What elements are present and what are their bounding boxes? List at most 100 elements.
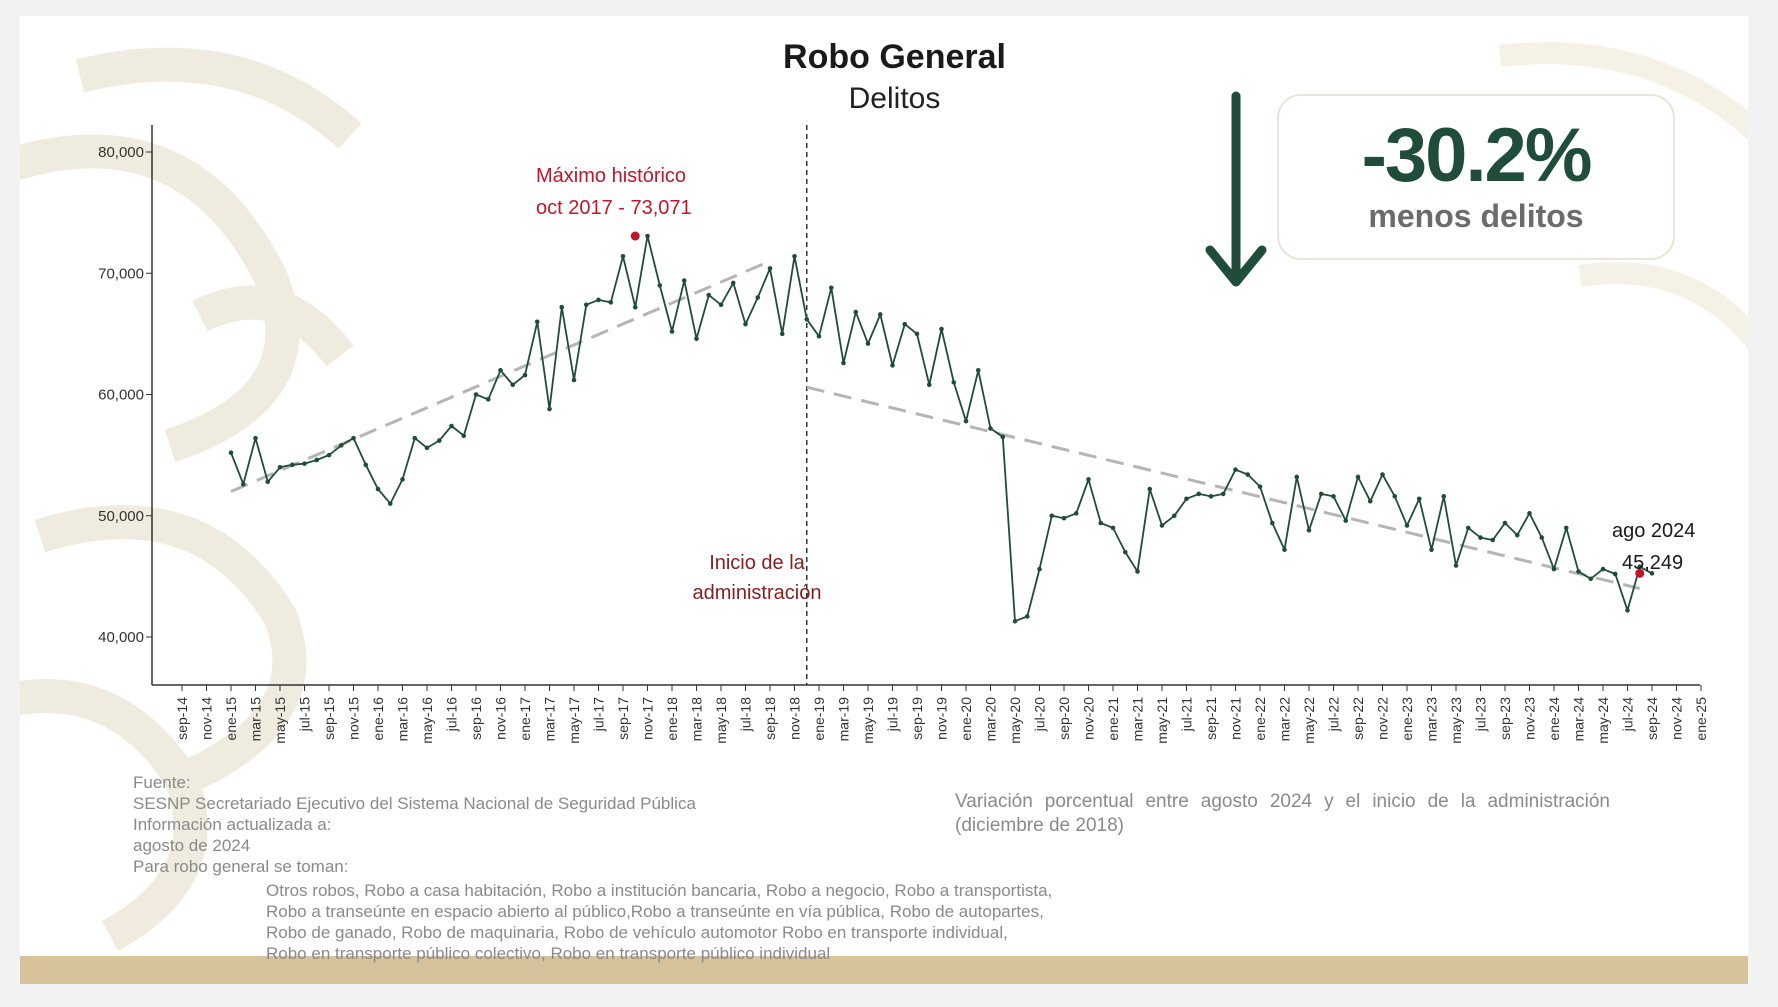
data-point (657, 283, 663, 288)
x-tick-label: jul-17 (591, 697, 607, 732)
x-tick-label: ene-15 (223, 697, 239, 741)
data-point (1147, 486, 1153, 492)
x-tick-label: ene-24 (1546, 697, 1562, 741)
data-point (1000, 434, 1006, 440)
max-annotation-line1: Máximo histórico (536, 165, 687, 187)
data-point (375, 486, 381, 492)
x-tick-label: sep-17 (615, 697, 631, 740)
x-tick-label: ene-16 (370, 697, 386, 741)
data-point (1429, 547, 1434, 552)
admin-annotation: Inicio de la administración (672, 548, 842, 608)
data-point (559, 304, 565, 310)
data-point (1135, 569, 1140, 574)
x-tick-label: sep-18 (762, 697, 778, 740)
crimes-line: Robo de ganado, Robo de maquinaria, Robo… (266, 923, 1008, 942)
admin-annotation-line1: Inicio de la (709, 552, 805, 574)
data-point (1404, 523, 1410, 528)
data-point (865, 341, 871, 346)
data-point (963, 418, 969, 424)
data-point (510, 382, 516, 388)
x-tick-label: mar-16 (395, 697, 411, 742)
data-point (939, 326, 944, 332)
data-point (620, 253, 626, 259)
x-tick-label: ene-18 (664, 697, 680, 741)
x-tick-label: jul-23 (1473, 697, 1489, 732)
data-point (681, 278, 687, 283)
x-tick-label: ene-17 (517, 697, 533, 741)
y-tick-label: 70,000 (98, 265, 144, 282)
x-tick-label: mar-15 (248, 697, 264, 742)
x-tick-label: nov-14 (199, 697, 215, 740)
x-tick-label: mar-23 (1424, 697, 1440, 742)
x-tick-label: mar-18 (689, 697, 705, 742)
data-point (1355, 474, 1361, 480)
data-point (547, 406, 552, 412)
data-point (1416, 496, 1422, 502)
data-point (828, 285, 834, 291)
data-point (951, 380, 957, 385)
chart-title: Robo General (783, 38, 1006, 76)
data-point (534, 319, 540, 325)
data-point (902, 321, 908, 327)
x-tick-label: nov-24 (1669, 697, 1685, 740)
data-point (326, 452, 332, 458)
data-point (400, 477, 405, 482)
x-tick-label: ene-19 (811, 697, 827, 741)
series-group (228, 231, 1655, 624)
x-tick-label: nov-18 (787, 697, 803, 740)
x-tick-label: may-17 (566, 697, 582, 744)
data-point (1318, 491, 1324, 497)
data-point (632, 304, 638, 310)
data-point (804, 317, 810, 322)
data-point (1563, 525, 1569, 531)
data-point (1049, 513, 1055, 519)
kpi-label: menos delitos (1368, 198, 1584, 234)
x-tick-label: nov-21 (1228, 697, 1244, 740)
data-point (669, 329, 675, 334)
data-point (302, 461, 307, 466)
data-point (473, 392, 479, 397)
data-point (975, 367, 981, 373)
data-point (1184, 496, 1189, 502)
data-point (1257, 484, 1263, 489)
data-point (1367, 498, 1373, 504)
data-point (1441, 494, 1447, 499)
footer-band (20, 956, 1748, 984)
data-point (914, 331, 920, 337)
data-point (265, 479, 271, 485)
background-pattern (20, 42, 1748, 951)
x-tick-label: jul-15 (297, 697, 313, 732)
y-tick-labels: 40,000 50,000 60,000 70,000 80,000 (98, 144, 152, 646)
data-point (1527, 511, 1532, 516)
data-point (743, 321, 748, 327)
x-tick-label: mar-17 (542, 697, 558, 742)
crimes-line: Robo en transporte público colectivo, Ro… (266, 944, 831, 963)
data-point (338, 443, 344, 448)
data-point (1110, 525, 1116, 531)
data-point (363, 462, 369, 468)
x-tick-label: jul-20 (1032, 697, 1048, 732)
data-point (1086, 477, 1091, 482)
x-tick-label: sep-16 (468, 697, 484, 740)
y-tick-label: 60,000 (98, 387, 144, 404)
x-tick-labels: sep-14 nov-14 ene-15 mar-15 may-15 jul-15 sep-… (174, 685, 1709, 744)
data-point (853, 309, 859, 315)
chart-subtitle: Delitos (848, 82, 941, 115)
x-tick-label: nov-15 (346, 697, 362, 740)
data-point (706, 292, 712, 298)
x-tick-label: ene-21 (1105, 697, 1121, 741)
x-tick-label: sep-20 (1056, 697, 1072, 740)
x-tick-label: may-19 (860, 697, 876, 744)
x-tick-label: jul-22 (1326, 697, 1342, 732)
data-point (351, 435, 356, 441)
x-tick-label: may-18 (713, 697, 729, 744)
x-tick-label: may-23 (1448, 697, 1464, 744)
admin-annotation-line2: administración (692, 582, 822, 604)
end-annotation-line1: ago 2024 (1612, 520, 1696, 542)
source-block: Fuente: SESNP Secretariado Ejecutivo del… (133, 772, 696, 877)
y-tick-label: 50,000 (98, 508, 144, 525)
kpi-card: -30.2% menos delitos (1277, 94, 1675, 260)
trend-line (806, 385, 1641, 590)
data-point (571, 377, 577, 383)
